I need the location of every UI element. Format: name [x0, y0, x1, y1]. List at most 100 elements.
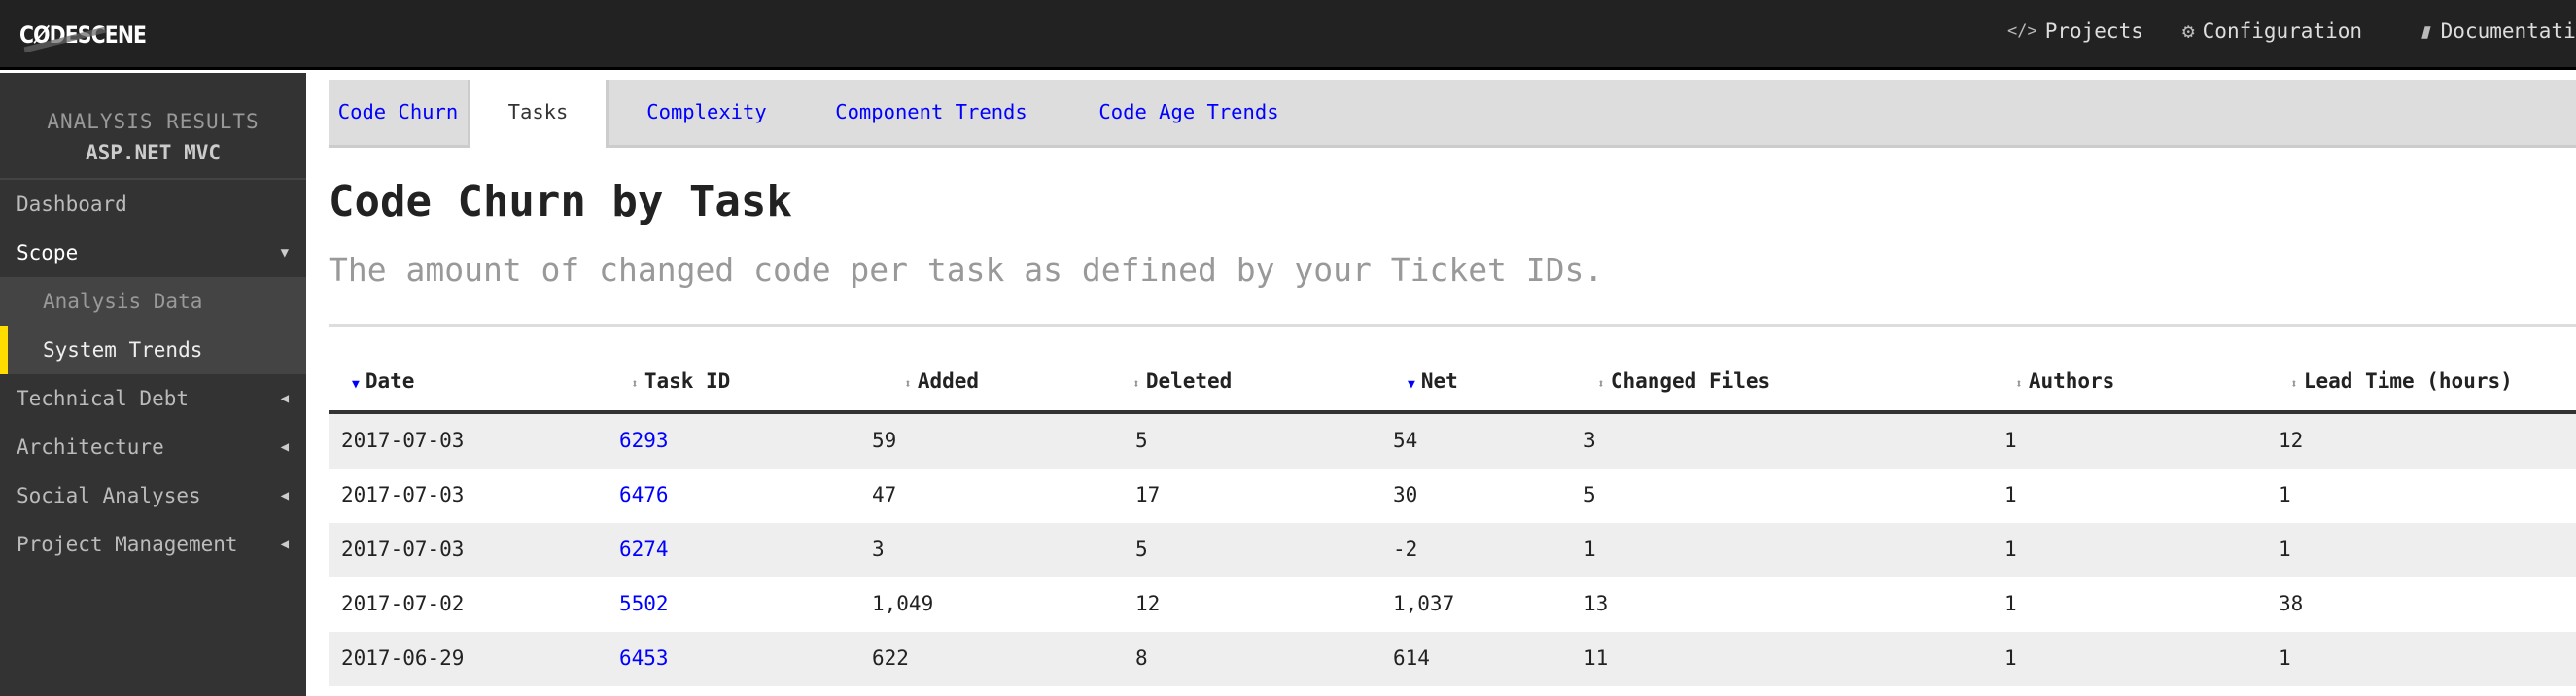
cell-net: 1,037: [1393, 592, 1455, 615]
sidebar-item-label: Social Analyses: [17, 484, 201, 507]
nav-configuration-label: Configuration: [2202, 19, 2363, 43]
sidebar-item-scope[interactable]: Scope ▼: [0, 228, 306, 277]
sort-desc-icon: ▼: [352, 377, 360, 392]
cell-authors: 1: [2004, 483, 2017, 506]
column-header-net[interactable]: ▼ Net: [1408, 369, 1458, 393]
task-id-link[interactable]: 6476: [619, 483, 669, 506]
cell-date: 2017-07-03: [341, 538, 465, 561]
column-label: Net: [1420, 369, 1458, 393]
column-header-deleted[interactable]: ⬍ Deleted: [1132, 369, 1232, 393]
column-header-lead-time-hours[interactable]: ⬍ Lead Time (hours): [2290, 369, 2513, 393]
caret-left-icon: ◀: [280, 537, 289, 552]
tab-complexity[interactable]: Complexity: [606, 80, 805, 145]
sort-desc-icon: ▼: [1408, 377, 1415, 392]
page-title: Code Churn by Task: [329, 177, 792, 226]
cell-changed-files: 13: [1584, 592, 1609, 615]
cell-lead-time-hours: 1: [2279, 646, 2291, 670]
sidebar-item-label: Technical Debt: [17, 387, 190, 410]
tab-component-trends[interactable]: Component Trends: [835, 100, 1027, 123]
gears-icon: ⚙: [2182, 19, 2195, 43]
column-label: Authors: [2028, 369, 2115, 393]
page-subtitle: The amount of changed code per task as d…: [329, 251, 1604, 289]
book-icon: ▮: [2417, 19, 2436, 43]
cell-changed-files: 1: [1584, 538, 1596, 561]
tab-code-churn[interactable]: Code Churn: [329, 80, 470, 145]
tab-code-age-trends[interactable]: Code Age Trends: [1098, 100, 1279, 123]
column-label: Lead Time (hours): [2303, 369, 2513, 393]
column-header-authors[interactable]: ⬍ Authors: [2015, 369, 2114, 393]
task-id-link[interactable]: 6453: [619, 646, 669, 670]
cell-changed-files: 5: [1584, 483, 1596, 506]
sidebar-item-system-trends[interactable]: System Trends: [0, 326, 306, 374]
sidebar-item-label: Analysis Data: [43, 290, 203, 313]
sidebar-item-label: Scope: [17, 241, 79, 264]
cell-deleted: 17: [1135, 483, 1161, 506]
cell-deleted: 5: [1135, 429, 1148, 452]
cell-date: 2017-07-02: [341, 592, 465, 615]
cell-deleted: 5: [1135, 538, 1148, 561]
task-id-link[interactable]: 5502: [619, 592, 669, 615]
table-row: 2017-07-03 6274 3 5 -2 1 1 1: [329, 523, 2576, 577]
sidebar-item-label: Project Management: [17, 533, 238, 556]
caret-left-icon: ◀: [280, 439, 289, 455]
table-row: 2017-07-03 6293 59 5 54 3 1 12: [329, 414, 2576, 469]
cell-added: 1,049: [872, 592, 934, 615]
column-header-changed-files[interactable]: ⬍ Changed Files: [1597, 369, 1770, 393]
sort-icon: ⬍: [2290, 377, 2298, 392]
task-id-link[interactable]: 6293: [619, 429, 669, 452]
caret-left-icon: ◀: [280, 488, 289, 504]
nav-documentation-label: Documentati: [2440, 19, 2576, 43]
cell-net: 30: [1393, 483, 1418, 506]
column-header-date[interactable]: ▼ Date: [352, 369, 414, 393]
code-icon: </>: [2007, 21, 2037, 41]
cell-authors: 1: [2004, 538, 2017, 561]
cell-added: 47: [872, 483, 897, 506]
nav-projects[interactable]: </> Projects: [2007, 19, 2143, 43]
header-divider: [329, 410, 2576, 414]
sidebar-item-analysis-data[interactable]: Analysis Data: [0, 277, 306, 326]
caret-down-icon: ▼: [280, 245, 289, 261]
cell-deleted: 8: [1135, 646, 1148, 670]
cell-net: -2: [1393, 538, 1418, 561]
task-id-link[interactable]: 6274: [619, 538, 669, 561]
table-row: 2017-07-03 6476 47 17 30 5 1 1: [329, 469, 2576, 523]
sort-icon: ⬍: [1132, 377, 1140, 392]
sidebar-item-project-management[interactable]: Project Management ◀: [0, 520, 306, 569]
cell-changed-files: 3: [1584, 429, 1596, 452]
cell-net: 614: [1393, 646, 1430, 670]
nav-configuration[interactable]: ⚙ Configuration: [2182, 19, 2362, 43]
nav-projects-label: Projects: [2044, 19, 2143, 43]
column-label: Changed Files: [1610, 369, 1771, 393]
codescene-logo[interactable]: CØDESCENE: [19, 21, 147, 49]
sidebar-item-social-analyses[interactable]: Social Analyses ◀: [0, 471, 306, 520]
cell-lead-time-hours: 1: [2279, 538, 2291, 561]
column-label: Added: [917, 369, 980, 393]
column-header-task-id[interactable]: ⬍ Task ID: [631, 369, 730, 393]
cell-lead-time-hours: 12: [2279, 429, 2304, 452]
tab-tasks[interactable]: Tasks: [470, 80, 606, 148]
cell-added: 3: [872, 538, 885, 561]
cell-date: 2017-06-29: [341, 646, 465, 670]
column-header-added[interactable]: ⬍ Added: [904, 369, 979, 393]
cell-added: 622: [872, 646, 909, 670]
sidebar-item-dashboard[interactable]: Dashboard: [0, 180, 306, 228]
column-label: Deleted: [1145, 369, 1233, 393]
sidebar-item-technical-debt[interactable]: Technical Debt ◀: [0, 374, 306, 423]
table-row: 2017-07-02 5502 1,049 12 1,037 13 1 38: [329, 577, 2576, 632]
sidebar-item-architecture[interactable]: Architecture ◀: [0, 423, 306, 471]
sort-icon: ⬍: [631, 377, 639, 392]
cell-deleted: 12: [1135, 592, 1161, 615]
sort-icon: ⬍: [1597, 377, 1605, 392]
divider: [329, 324, 2576, 327]
cell-authors: 1: [2004, 429, 2017, 452]
cell-lead-time-hours: 38: [2279, 592, 2304, 615]
cell-authors: 1: [2004, 592, 2017, 615]
tab-bar: Code Churn Tasks Complexity Component Tr…: [329, 80, 2576, 148]
sidebar: ANALYSIS RESULTS ASP.NET MVC Dashboard Sc…: [0, 73, 306, 696]
nav-documentation[interactable]: ▮ Documentati: [2417, 19, 2576, 43]
sidebar-item-label: System Trends: [43, 338, 203, 362]
sort-icon: ⬍: [904, 377, 912, 392]
column-label: Task ID: [644, 369, 731, 393]
caret-left-icon: ◀: [280, 391, 289, 406]
cell-lead-time-hours: 1: [2279, 483, 2291, 506]
